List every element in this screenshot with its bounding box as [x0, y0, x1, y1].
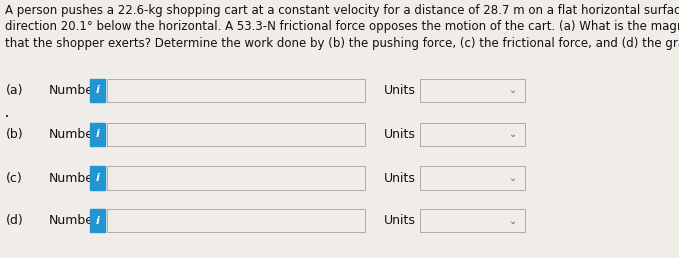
Text: Units: Units [384, 214, 416, 227]
Text: •: • [5, 114, 10, 120]
Text: Units: Units [384, 128, 416, 141]
Text: (d): (d) [5, 214, 23, 227]
FancyBboxPatch shape [107, 166, 365, 190]
Text: (c): (c) [5, 172, 22, 184]
Text: ⌄: ⌄ [509, 173, 517, 183]
Text: Number: Number [49, 128, 99, 141]
FancyBboxPatch shape [90, 79, 105, 102]
Text: i: i [96, 85, 99, 95]
Text: Number: Number [49, 214, 99, 227]
FancyBboxPatch shape [420, 79, 525, 102]
Text: Number: Number [49, 172, 99, 184]
Text: (b): (b) [5, 128, 23, 141]
FancyBboxPatch shape [420, 123, 525, 146]
Text: ⌄: ⌄ [509, 85, 517, 95]
Text: ⌄: ⌄ [509, 216, 517, 225]
Text: A person pushes a 22.6-kg shopping cart at a constant velocity for a distance of: A person pushes a 22.6-kg shopping cart … [5, 4, 679, 50]
FancyBboxPatch shape [90, 166, 105, 190]
FancyBboxPatch shape [107, 79, 365, 102]
Text: i: i [96, 173, 99, 183]
Text: Units: Units [384, 172, 416, 184]
FancyBboxPatch shape [90, 123, 105, 146]
Text: i: i [96, 216, 99, 225]
Text: Units: Units [384, 84, 416, 97]
Text: ⌄: ⌄ [509, 129, 517, 139]
FancyBboxPatch shape [107, 123, 365, 146]
FancyBboxPatch shape [420, 166, 525, 190]
FancyBboxPatch shape [420, 209, 525, 232]
Text: (a): (a) [5, 84, 23, 97]
FancyBboxPatch shape [107, 209, 365, 232]
FancyBboxPatch shape [90, 209, 105, 232]
Text: i: i [96, 129, 99, 139]
Text: Number: Number [49, 84, 99, 97]
